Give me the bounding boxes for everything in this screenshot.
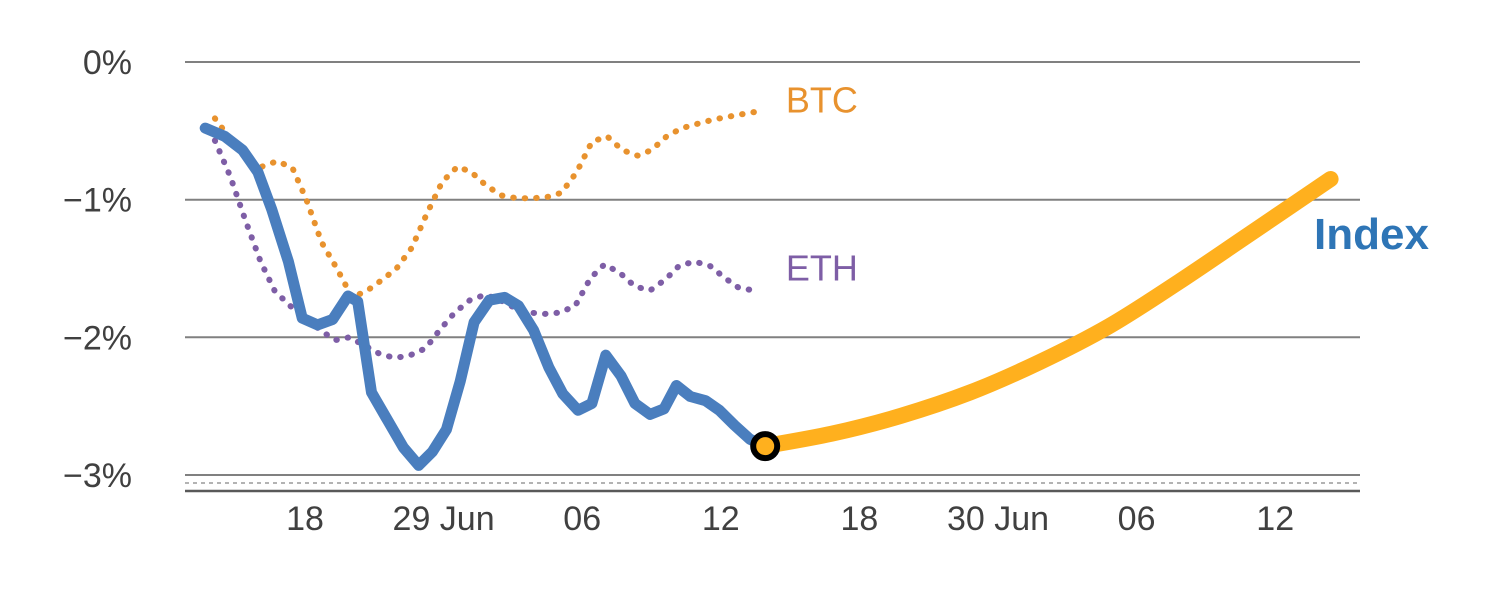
x-axis-tick-label: 18 bbox=[840, 500, 878, 538]
y-axis-tick-label: −3% bbox=[63, 457, 132, 495]
x-axis-tick-label: 30 Jun bbox=[947, 500, 1049, 538]
series-label-eth: ETH bbox=[786, 248, 858, 289]
x-axis-tick-label: 06 bbox=[563, 500, 601, 538]
series-line-index-history bbox=[199, 122, 771, 471]
series-line-index-forecast bbox=[757, 171, 1339, 455]
series-label-btc: BTC bbox=[786, 80, 858, 121]
endpoint-marker bbox=[750, 431, 781, 462]
x-axis-tick-label: 06 bbox=[1118, 500, 1156, 538]
y-axis-tick-label: −1% bbox=[63, 182, 132, 220]
series-label-index-forecast: Index bbox=[1314, 210, 1429, 259]
y-axis-tick-label: −2% bbox=[63, 319, 132, 357]
x-axis-tick-label: 29 Jun bbox=[393, 500, 495, 538]
x-axis-tick-label: 12 bbox=[702, 500, 740, 538]
y-axis-tick-label: 0% bbox=[83, 44, 132, 82]
x-axis-tick-label: 12 bbox=[1256, 500, 1294, 538]
series-line-eth bbox=[211, 137, 758, 361]
x-axis-tick-label: 18 bbox=[286, 500, 324, 538]
series-line-btc bbox=[211, 108, 760, 301]
